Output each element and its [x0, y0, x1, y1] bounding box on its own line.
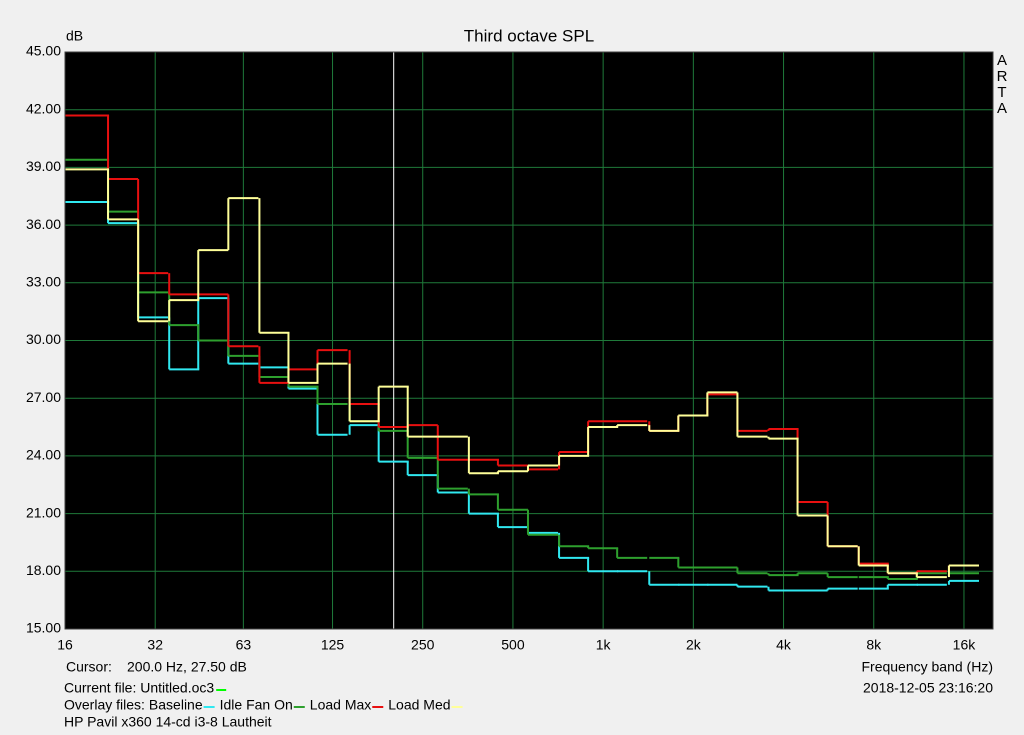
x-tick-label: 8k: [866, 637, 882, 653]
cursor-readout: 200.0 Hz, 27.50 dB: [127, 659, 247, 675]
y-tick-label: 27.00: [26, 389, 61, 405]
timestamp: 2018-12-05 23:16:20: [863, 680, 993, 696]
x-tick-label: 1k: [596, 637, 612, 653]
legend-label: Load Max: [310, 697, 371, 713]
x-tick-label: 2k: [686, 637, 702, 653]
note: HP Pavil x360 14-cd i3-8 Lautheit: [64, 714, 272, 730]
x-tick-label: 250: [411, 637, 435, 653]
x-axis-label: Frequency band (Hz): [861, 659, 993, 675]
y-tick-label: 21.00: [26, 504, 61, 520]
y-tick-label: 30.00: [26, 331, 61, 347]
x-tick-label: 63: [236, 637, 252, 653]
cursor-label: Cursor:: [66, 659, 112, 675]
y-unit: dB: [66, 28, 83, 44]
brand-letter: A: [997, 52, 1007, 69]
chart-title: Third octave SPL: [464, 26, 594, 45]
y-tick-label: 15.00: [26, 620, 61, 636]
legend-label: Idle Fan On: [220, 697, 293, 713]
x-tick-label: 4k: [776, 637, 792, 653]
y-tick-label: 45.00: [26, 43, 61, 59]
y-tick-label: 18.00: [26, 562, 61, 578]
y-tick-label: 33.00: [26, 274, 61, 290]
x-tick-label: 16k: [953, 637, 977, 653]
y-tick-label: 36.00: [26, 216, 61, 232]
x-tick-label: 32: [147, 637, 163, 653]
brand-letter: R: [997, 68, 1008, 85]
y-tick-label: 39.00: [26, 158, 61, 174]
overlay-label: Overlay files:: [64, 697, 145, 713]
current-file: Current file: Untitled.oc3: [64, 680, 214, 696]
y-tick-label: 24.00: [26, 447, 61, 463]
legend-label: Load Med: [388, 697, 450, 713]
brand-letter: T: [997, 84, 1006, 101]
x-tick-label: 125: [321, 637, 345, 653]
plot-frame: [64, 51, 994, 630]
y-tick-label: 42.00: [26, 100, 61, 116]
legend-label: Baseline: [149, 697, 203, 713]
x-tick-label: 500: [501, 637, 525, 653]
brand-letter: A: [997, 100, 1007, 117]
x-tick-label: 16: [57, 637, 73, 653]
